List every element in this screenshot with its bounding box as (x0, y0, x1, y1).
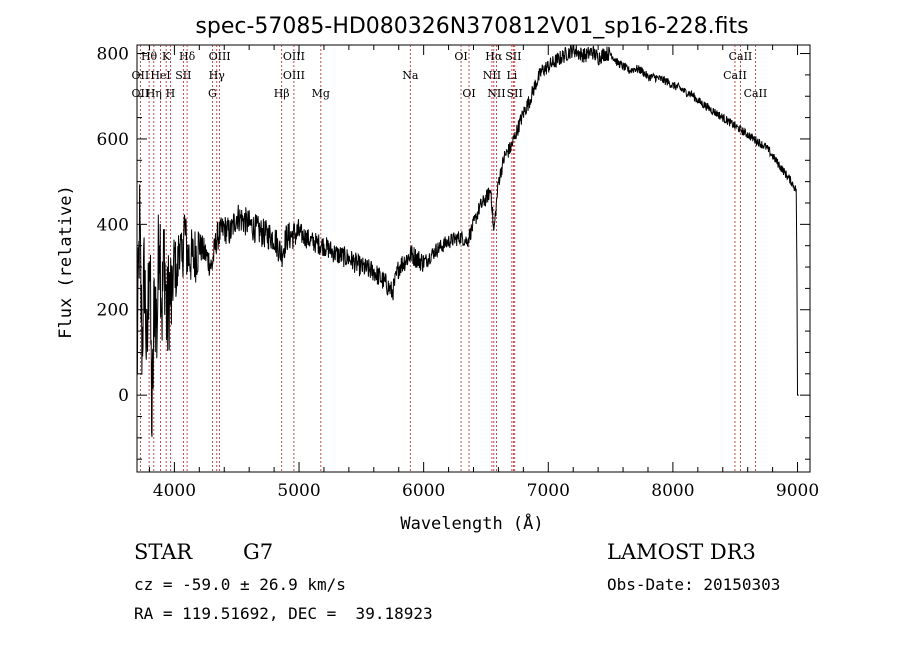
line-marker-label: Hδ (179, 50, 196, 63)
line-marker-label: Li (506, 69, 517, 82)
line-marker-label: SII (505, 50, 521, 63)
line-marker-label: CaII (744, 87, 768, 100)
line-marker-label: SII (175, 69, 191, 82)
line-marker-label: NII (483, 69, 501, 82)
x-tick-label: 6000 (402, 481, 445, 501)
line-marker-label: SII (507, 87, 523, 100)
subclass: G7 (243, 540, 274, 564)
line-marker-label: Hγ (209, 69, 226, 82)
y-tick-label: 0 (118, 386, 129, 406)
line-marker-label: Hη (146, 87, 162, 100)
y-tick-label: 200 (97, 301, 129, 321)
line-marker-label: H (166, 87, 176, 100)
x-tick-label: 5000 (277, 481, 320, 501)
line-marker-label: OIII (209, 50, 231, 63)
line-marker-label: Hα (485, 50, 503, 63)
line-marker-label: HeI (150, 69, 170, 82)
line-marker-label: CaII (729, 50, 753, 63)
redshift-velocity: cz = -59.0 ± 26.9 km/s (134, 575, 346, 594)
line-marker-label: G (208, 87, 217, 100)
line-marker-label: OIII (283, 50, 305, 63)
line-marker-label: NII (487, 87, 505, 100)
line-marker-label: OI (454, 50, 467, 63)
y-axis: 0 200 400 600 800 (97, 45, 810, 460)
coordinates: RA = 119.51692, DEC = 39.18923 (134, 604, 433, 623)
line-marker-label: OII (132, 87, 150, 100)
x-tick-label: 7000 (527, 481, 570, 501)
spectrum-series (136, 43, 799, 437)
chart-title: spec-57085-HD080326N370812V01_sp16-228.f… (195, 14, 748, 39)
line-marker-label: Na (402, 69, 419, 82)
line-marker-label: Hθ (141, 50, 158, 63)
y-axis-label: Flux (relative) (56, 185, 76, 339)
line-marker-label: OII (132, 69, 150, 82)
object-class: STAR (134, 540, 193, 564)
line-markers (139, 45, 756, 472)
x-axis-label: Wavelength (Å) (400, 512, 543, 534)
line-marker-label: Hβ (274, 87, 290, 100)
x-tick-label: 9000 (776, 481, 819, 501)
x-tick-label: 4000 (153, 481, 196, 501)
line-marker-label: K (162, 50, 171, 63)
y-tick-label: 600 (97, 130, 129, 150)
y-tick-label: 800 (97, 45, 129, 65)
x-tick-label: 8000 (651, 481, 694, 501)
survey-name: LAMOST DR3 (607, 540, 756, 564)
line-marker-label: Mg (312, 87, 330, 100)
line-marker-label: OIII (283, 69, 305, 82)
line-marker-label: OI (462, 87, 475, 100)
x-axis: 4000 5000 6000 7000 8000 9000 (148, 45, 819, 501)
observation-date: Obs-Date: 20150303 (607, 575, 781, 594)
spectrum-line (136, 43, 799, 437)
y-tick-label: 400 (97, 215, 129, 235)
line-marker-label: CaII (723, 69, 747, 82)
